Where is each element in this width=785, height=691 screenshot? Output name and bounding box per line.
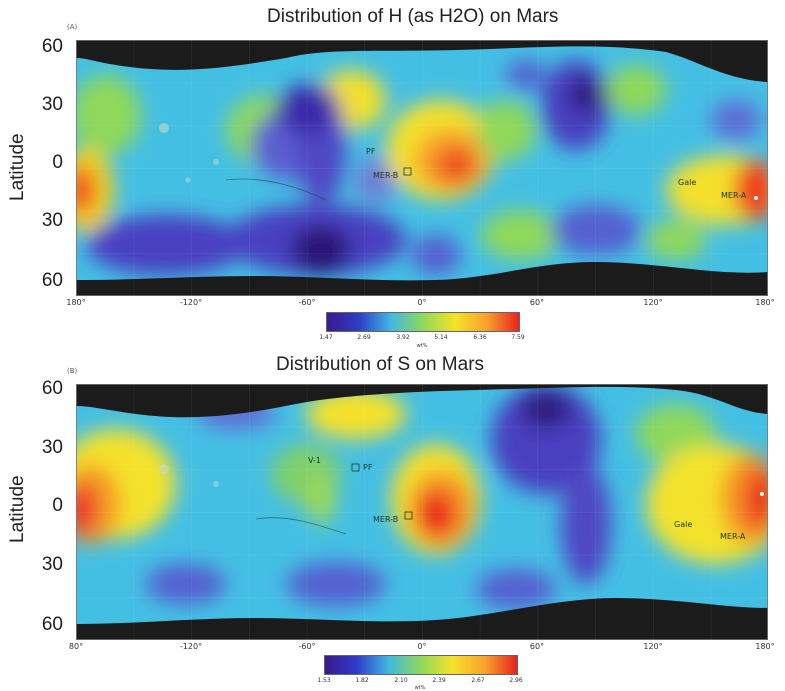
panel-a-title: Distribution of H (as H2O) on Mars (267, 6, 559, 27)
panel-b-lat-tick: 60 (41, 614, 63, 635)
panel-b-ylabel: Latitude (7, 475, 28, 543)
site-label-v-1: V-1 (308, 456, 321, 465)
panel-b-colorbar-tick: 1.53 (317, 677, 331, 684)
panel-b-map: V-1 PF MER-B Gale MER-A (76, 384, 768, 640)
panel-b-lon-tick: -120° (179, 642, 203, 651)
site-marker-mer-b (404, 511, 413, 520)
panel-a-lon-tick: 180° (755, 298, 775, 307)
panel-b-lon-tick: 60° (529, 642, 545, 651)
panel-a-lat-tick: 30 (41, 94, 63, 115)
panel-a-letter: (A) (67, 23, 78, 31)
panel-a-colorbar-tick: 2.69 (357, 334, 371, 341)
panel-a-colorbar (326, 312, 520, 332)
site-label-mer-b: MER-B (373, 171, 398, 180)
site-marker-mer-b (403, 167, 412, 176)
site-label-gale: Gale (678, 178, 696, 187)
panel-a-lon-tick: 60° (529, 298, 545, 307)
panel-b-colorbar-tick: 2.39 (432, 677, 446, 684)
panel-b-colorbar-tick: 2.67 (471, 677, 485, 684)
panel-a-lon-tick: 120° (643, 298, 663, 307)
site-marker-mer-a (760, 492, 764, 496)
panel-b-lat-tick: 30 (41, 437, 63, 458)
panel-b-lon-tick: -60° (298, 642, 316, 651)
panel-a-colorbar-tick: 1.47 (319, 334, 333, 341)
panel-b-colorbar (324, 655, 518, 675)
site-marker-pf (351, 463, 360, 472)
panel-b-lon-tick: 120° (643, 642, 663, 651)
site-label-mer-a: MER-A (720, 532, 746, 541)
panel-a-colorbar-unit: wt% (416, 343, 428, 349)
panel-a-lat-tick: 30 (41, 210, 63, 231)
panel-b-lat-tick: 0 (52, 495, 63, 516)
panel-b-colorbar-tick: 2.96 (509, 677, 523, 684)
panel-a-lat-tick: 60 (41, 36, 63, 57)
panel-b-title: Distribution of S on Mars (276, 354, 485, 375)
site-marker-mer-a (754, 196, 758, 200)
panel-a-colorbar-tick: 5.14 (434, 334, 448, 341)
site-label-pf: PF (363, 463, 373, 472)
panel-b-colorbar-tick: 2.10 (394, 677, 408, 684)
panel-a-colorbar-tick: 3.92 (396, 334, 410, 341)
site-label-pf: PF (366, 147, 376, 156)
panel-a-lat-tick: 0 (52, 152, 63, 173)
panel-b-letter: (B) (67, 367, 78, 375)
panel-a-lon-tick: 180° (66, 298, 86, 307)
site-label-gale: Gale (674, 520, 692, 529)
panel-b-lon-tick: 180° (755, 642, 775, 651)
panel-b-lat-tick: 60 (41, 378, 63, 399)
panel-a-colorbar-tick: 6.36 (473, 334, 487, 341)
panel-b-colorbar-tick: 1.82 (355, 677, 369, 684)
panel-a-lon-tick: -120° (179, 298, 203, 307)
panel-a-lon-tick: 0° (417, 298, 427, 307)
panel-b-lon-tick: 0° (417, 642, 427, 651)
panel-b-colorbar-unit: wt% (414, 685, 426, 691)
panel-a-colorbar-tick: 7.59 (511, 334, 525, 341)
panel-b-lat-tick: 30 (41, 554, 63, 575)
site-label-mer-a: MER-A (721, 191, 747, 200)
panel-b-lon-tick: 80° (68, 642, 84, 651)
panel-a-lon-tick: -60° (298, 298, 316, 307)
panel-a-lat-tick: 60 (41, 270, 63, 291)
site-label-mer-b: MER-B (373, 515, 398, 524)
panel-a-map: PF MER-B Gale MER-A (76, 40, 768, 296)
panel-a-ylabel: Latitude (7, 133, 28, 201)
